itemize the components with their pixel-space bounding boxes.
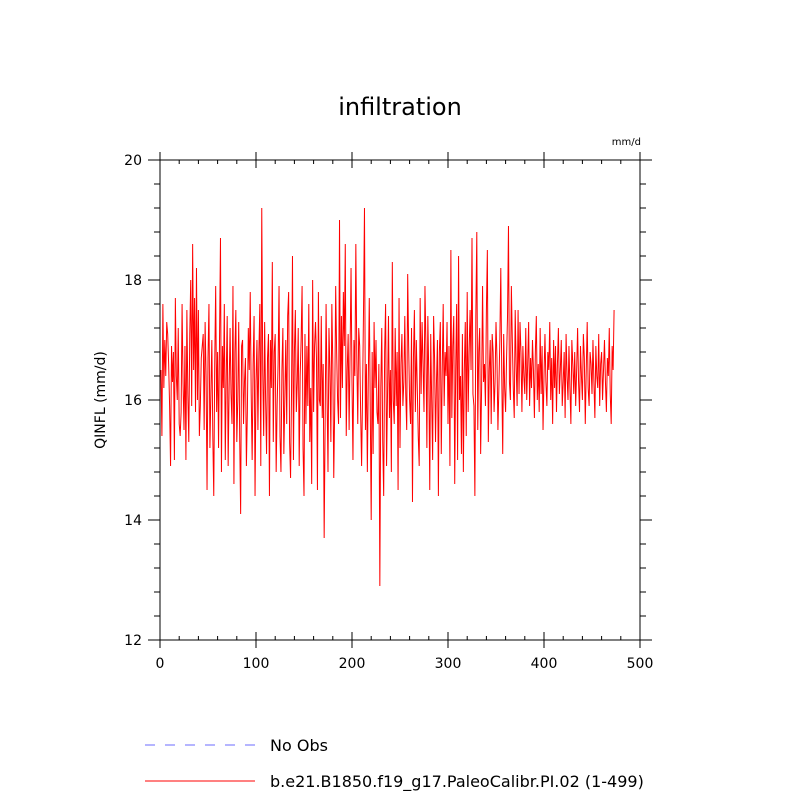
units-label: mm/d	[612, 137, 641, 148]
x-tick-label: 400	[531, 656, 558, 672]
tick-labels: 0 100 200 300 400 500 12 14 16 18 20	[124, 153, 653, 672]
chart-title: infiltration	[338, 93, 462, 121]
x-tick-label: 500	[627, 656, 654, 672]
x-tick-label: 200	[339, 656, 366, 672]
y-tick-label: 20	[124, 153, 142, 169]
y-tick-label: 16	[124, 393, 142, 409]
x-tick-label: 0	[156, 656, 165, 672]
x-tick-label: 100	[243, 656, 270, 672]
y-tick-label: 14	[124, 513, 142, 529]
plot-area	[160, 207, 615, 587]
legend: No Obs b.e21.B1850.f19_g17.PaleoCalibr.PI…	[145, 736, 644, 792]
legend-label-0: No Obs	[270, 736, 328, 755]
series-layer	[160, 207, 615, 587]
axis-ticks	[148, 152, 652, 648]
series-line-0	[160, 207, 615, 587]
x-tick-label: 300	[435, 656, 462, 672]
y-tick-label: 18	[124, 273, 142, 289]
y-tick-label: 12	[124, 633, 142, 649]
legend-label-1: b.e21.B1850.f19_g17.PaleoCalibr.PI.02 (1…	[270, 772, 644, 792]
y-axis-label: QINFL (mm/d)	[93, 351, 109, 449]
